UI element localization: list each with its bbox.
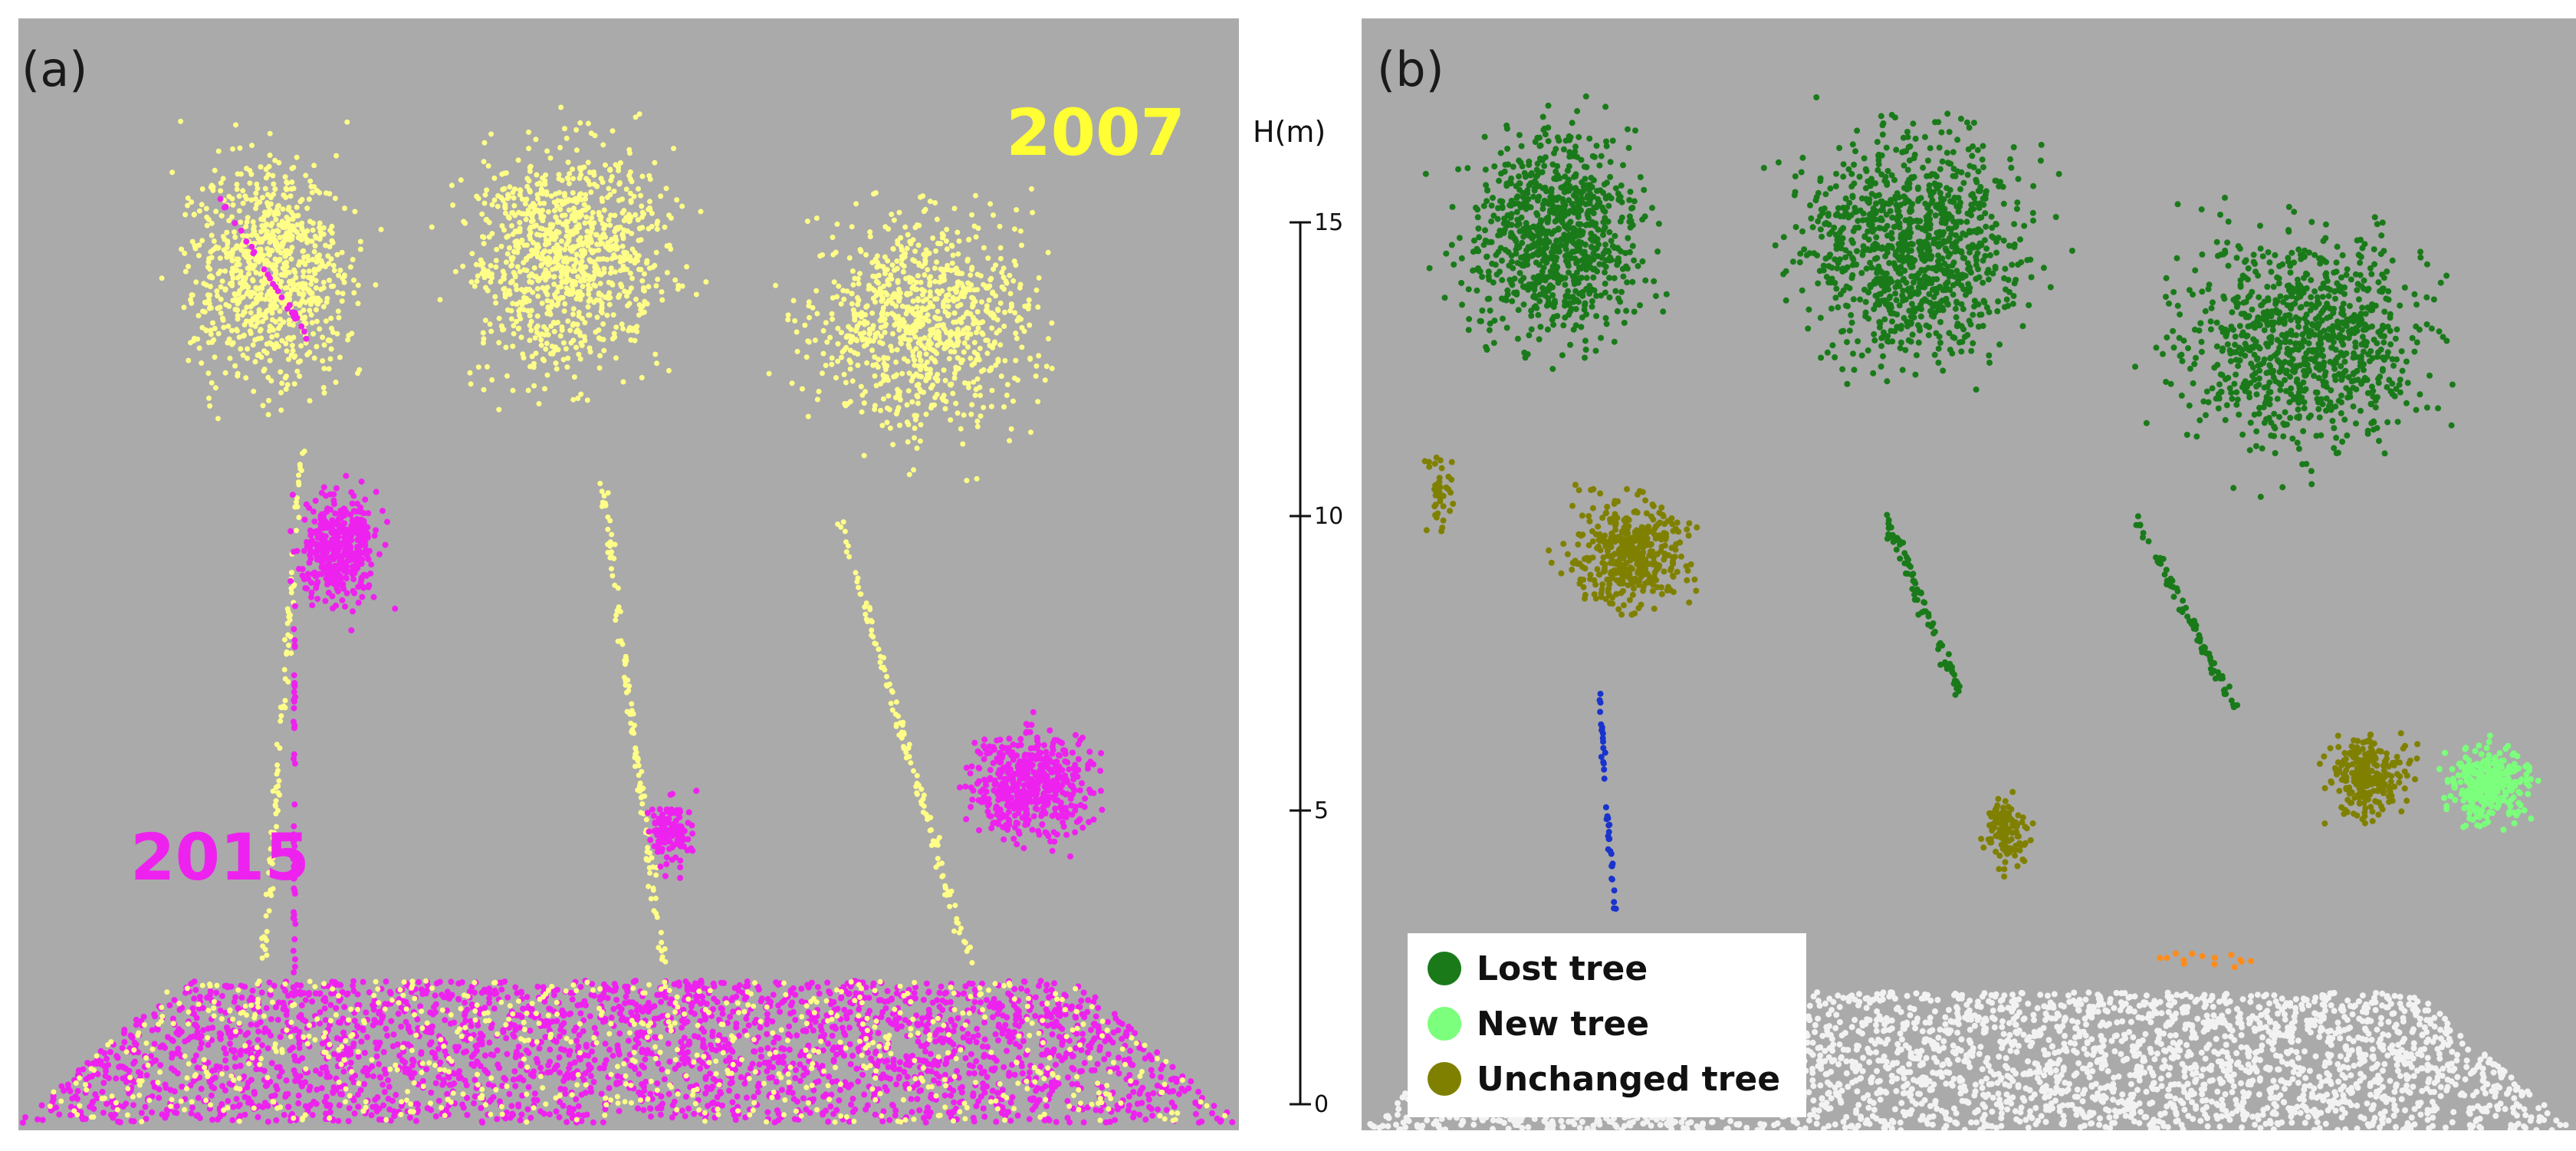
unchanged-tree-swatch (1428, 1062, 1461, 1096)
legend-item-new-tree: New tree (1428, 1001, 1649, 1047)
year-2015-label: 2015 (130, 820, 310, 895)
panel-a-2007-vs-2015: (a) 2007 2015 (18, 18, 1239, 1130)
new-tree-points (2436, 732, 2542, 833)
panel-b-change-classification: (b) Lost tree New tree Unchanged tree (1362, 18, 2576, 1130)
panel-a-label: (a) (21, 41, 88, 97)
height-scale-axis: 0 5 10 15 (1290, 209, 1343, 1118)
ground-points-2007 (47, 978, 1228, 1125)
legend-item-unchanged-tree: Unchanged tree (1428, 1056, 1780, 1102)
ground-points-2015 (19, 978, 1236, 1126)
scale-tick-label-0: 0 (1314, 1091, 1329, 1118)
scale-tick-label-5: 5 (1314, 797, 1329, 824)
canopy-points-2015 (217, 196, 1106, 975)
legend-label-lost-tree: Lost tree (1477, 949, 1648, 988)
legend-label-new-tree: New tree (1477, 1004, 1650, 1044)
year-2007-label: 2007 (1006, 95, 1185, 170)
noise-points (2157, 950, 2255, 971)
new-tree-swatch (1428, 1007, 1461, 1041)
trunk-points (1596, 690, 1619, 913)
point-cloud-a (19, 104, 1236, 1126)
height-scale-title: H(m) (1253, 115, 1326, 149)
lost-tree-points (1422, 93, 2456, 711)
legend-item-lost-tree: Lost tree (1428, 945, 1648, 992)
panel-b-label: (b) (1377, 41, 1444, 97)
canopy-points-2007 (159, 104, 1055, 965)
legend-label-unchanged-tree: Unchanged tree (1477, 1059, 1781, 1099)
legend: Lost tree New tree Unchanged tree (1408, 933, 1806, 1117)
scale-tick-label-15: 15 (1314, 209, 1343, 236)
scale-tick-label-10: 10 (1314, 503, 1343, 530)
unchanged-tree-points (1421, 454, 2421, 880)
lost-tree-swatch (1428, 952, 1461, 985)
